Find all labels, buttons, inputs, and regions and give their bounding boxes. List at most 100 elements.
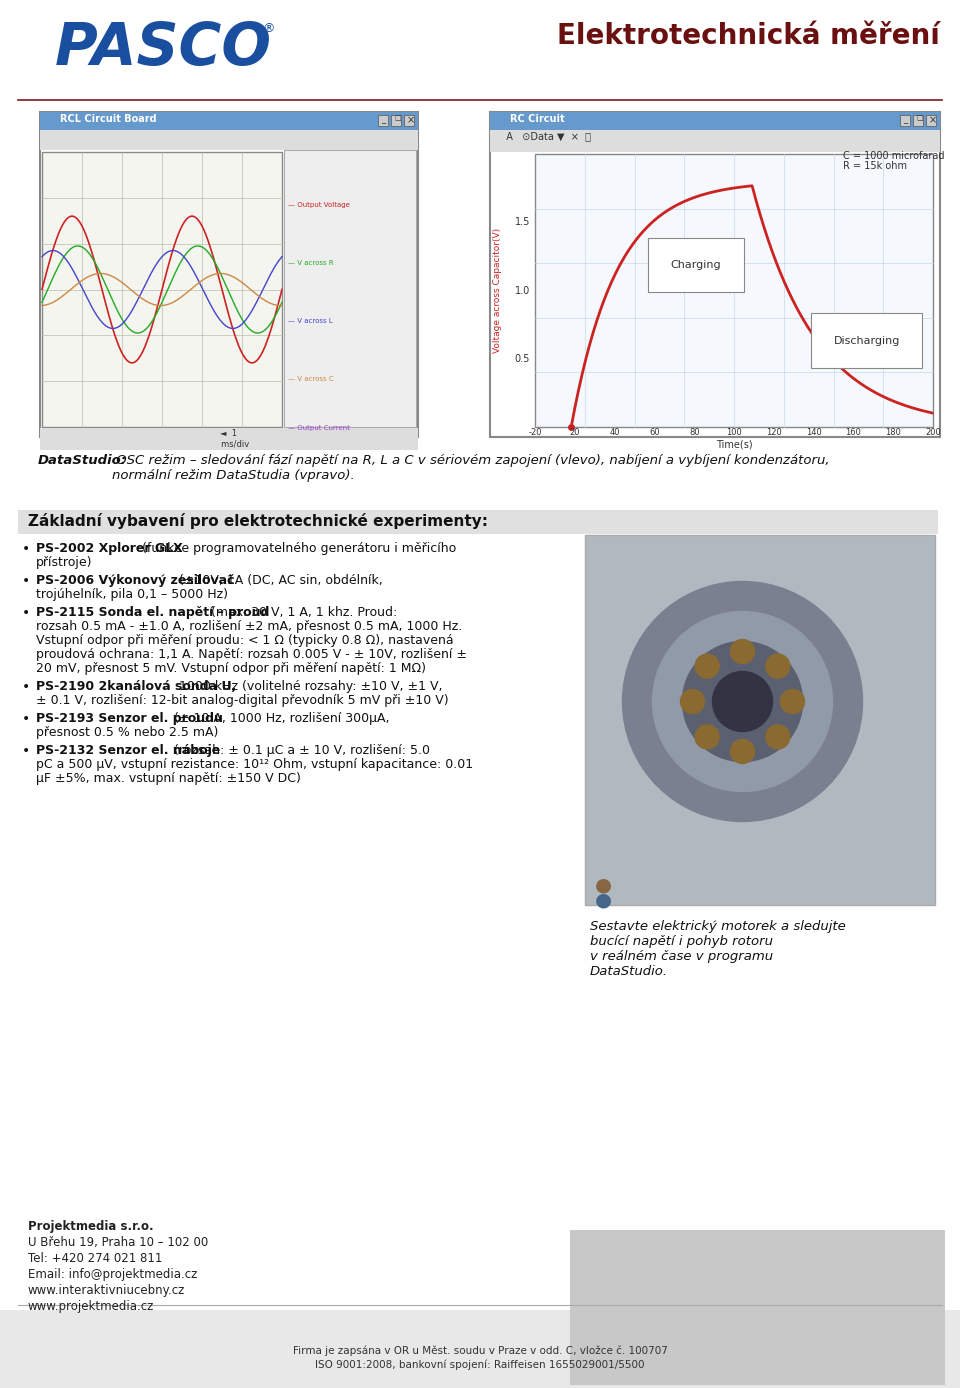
Text: 0.5: 0.5 bbox=[515, 354, 530, 364]
Text: Projektmedia s.r.o.: Projektmedia s.r.o. bbox=[28, 1220, 154, 1233]
FancyBboxPatch shape bbox=[404, 115, 414, 126]
Text: PS-2002 Xplorer GLX: PS-2002 Xplorer GLX bbox=[36, 541, 182, 555]
Text: Sestavte elektrický motorek a sledujte
bucící napětí i pohyb rotoru
v reálném ča: Sestavte elektrický motorek a sledujte b… bbox=[590, 920, 846, 979]
Text: — V across R: — V across R bbox=[288, 260, 334, 266]
FancyBboxPatch shape bbox=[926, 115, 936, 126]
Text: A   ⊙Data ▼  ×  📊: A ⊙Data ▼ × 📊 bbox=[500, 130, 591, 142]
Text: 180: 180 bbox=[885, 428, 901, 437]
Text: ×: × bbox=[929, 115, 937, 125]
FancyBboxPatch shape bbox=[490, 112, 940, 130]
Text: Email: info@projektmedia.cz: Email: info@projektmedia.cz bbox=[28, 1269, 198, 1281]
Text: 60: 60 bbox=[649, 428, 660, 437]
Text: •: • bbox=[22, 744, 31, 758]
Text: — Output Voltage: — Output Voltage bbox=[288, 203, 349, 208]
Text: ×: × bbox=[407, 115, 415, 125]
Text: μF ±5%, max. vstupní napětí: ±150 V DC): μF ±5%, max. vstupní napětí: ±150 V DC) bbox=[36, 772, 300, 786]
Text: •: • bbox=[22, 575, 31, 589]
FancyBboxPatch shape bbox=[40, 130, 418, 150]
Circle shape bbox=[622, 582, 862, 822]
FancyBboxPatch shape bbox=[42, 153, 282, 428]
Text: Voltage across Capacitor(V): Voltage across Capacitor(V) bbox=[493, 228, 502, 353]
Text: Základní vybavení pro elektrotechnické experimenty:: Základní vybavení pro elektrotechnické e… bbox=[28, 514, 488, 529]
Text: (funkce programovatelného generátoru i měřicího: (funkce programovatelného generátoru i m… bbox=[137, 541, 456, 555]
Circle shape bbox=[766, 725, 790, 750]
Circle shape bbox=[731, 740, 755, 763]
Text: 1.5: 1.5 bbox=[515, 218, 530, 228]
Text: ®: ® bbox=[262, 22, 275, 35]
Text: 100: 100 bbox=[726, 428, 742, 437]
FancyBboxPatch shape bbox=[378, 115, 388, 126]
Text: 80: 80 bbox=[689, 428, 700, 437]
Text: ●: ● bbox=[595, 890, 612, 909]
Text: www.projektmedia.cz: www.projektmedia.cz bbox=[28, 1301, 155, 1313]
Text: RC Circuit: RC Circuit bbox=[510, 114, 564, 124]
Text: 120: 120 bbox=[766, 428, 781, 437]
Text: C = 1000 microfarad: C = 1000 microfarad bbox=[843, 151, 944, 161]
FancyBboxPatch shape bbox=[913, 115, 923, 126]
Circle shape bbox=[712, 672, 773, 731]
Text: PASCO: PASCO bbox=[55, 19, 272, 76]
FancyBboxPatch shape bbox=[18, 509, 938, 534]
Text: 200: 200 bbox=[925, 428, 941, 437]
Text: _: _ bbox=[381, 115, 385, 124]
Text: — V across C: — V across C bbox=[288, 376, 334, 382]
Text: •: • bbox=[22, 607, 31, 620]
Text: □: □ bbox=[394, 115, 400, 121]
FancyBboxPatch shape bbox=[585, 534, 935, 905]
FancyBboxPatch shape bbox=[900, 115, 910, 126]
Text: (±10V, 1A (DC, AC sin, obdélník,: (±10V, 1A (DC, AC sin, obdélník, bbox=[175, 575, 383, 587]
Text: Elektrotechnická měření: Elektrotechnická měření bbox=[557, 22, 940, 50]
Text: PS-2006 Výkonový zesilovač: PS-2006 Výkonový zesilovač bbox=[36, 575, 234, 587]
Text: •: • bbox=[22, 712, 31, 726]
FancyBboxPatch shape bbox=[0, 1310, 960, 1388]
Text: rozsah 0.5 mA - ±1.0 A, rozlišení ±2 mA, přesnost 0.5 mA, 1000 Hz.: rozsah 0.5 mA - ±1.0 A, rozlišení ±2 mA,… bbox=[36, 620, 463, 633]
Circle shape bbox=[695, 725, 719, 750]
Text: •: • bbox=[22, 541, 31, 557]
FancyBboxPatch shape bbox=[490, 112, 940, 437]
Text: (± 10 A, 1000 Hz, rozlišení 300μA,: (± 10 A, 1000 Hz, rozlišení 300μA, bbox=[170, 712, 389, 725]
Circle shape bbox=[653, 612, 832, 791]
Text: Firma je zapsána v OR u Měst. soudu v Praze v odd. C, vložce č. 100707: Firma je zapsána v OR u Měst. soudu v Pr… bbox=[293, 1345, 667, 1356]
FancyBboxPatch shape bbox=[40, 112, 418, 437]
Text: PS-2190 2kanálová sonda U,: PS-2190 2kanálová sonda U, bbox=[36, 680, 236, 693]
Text: (rozsah: ± 0.1 μC a ± 10 V, rozlišení: 5.0: (rozsah: ± 0.1 μC a ± 10 V, rozlišení: 5… bbox=[170, 744, 430, 756]
Text: ± 0.1 V, rozlišení: 12-bit analog-digital převodník 5 mV při ±10 V): ± 0.1 V, rozlišení: 12-bit analog-digita… bbox=[36, 694, 448, 706]
Text: přístroje): přístroje) bbox=[36, 557, 92, 569]
Text: R = 15k ohm: R = 15k ohm bbox=[843, 161, 906, 171]
Text: PS-2193 Senzor el. proudu: PS-2193 Senzor el. proudu bbox=[36, 712, 223, 725]
FancyBboxPatch shape bbox=[284, 150, 416, 428]
Text: — V across L: — V across L bbox=[288, 318, 333, 323]
FancyBboxPatch shape bbox=[391, 115, 401, 126]
Text: přesnost 0.5 % nebo 2.5 mA): přesnost 0.5 % nebo 2.5 mA) bbox=[36, 726, 218, 738]
Text: Tel: +420 274 021 811: Tel: +420 274 021 811 bbox=[28, 1252, 162, 1264]
FancyBboxPatch shape bbox=[490, 130, 940, 153]
Text: 160: 160 bbox=[846, 428, 861, 437]
Text: Vstupní odpor při měření proudu: < 1 Ω (typicky 0.8 Ω), nastavená: Vstupní odpor při měření proudu: < 1 Ω (… bbox=[36, 634, 454, 647]
Text: Discharging: Discharging bbox=[833, 336, 900, 346]
Text: PS-2115 Sonda el. napětí – proud: PS-2115 Sonda el. napětí – proud bbox=[36, 607, 270, 619]
Text: _: _ bbox=[903, 115, 907, 124]
Text: proudová ochrana: 1,1 A. Napětí: rozsah 0.005 V - ± 10V, rozlišení ±: proudová ochrana: 1,1 A. Napětí: rozsah … bbox=[36, 648, 467, 661]
Text: Charging: Charging bbox=[671, 260, 721, 269]
FancyBboxPatch shape bbox=[40, 112, 418, 130]
Circle shape bbox=[731, 640, 755, 663]
FancyBboxPatch shape bbox=[40, 428, 418, 450]
FancyBboxPatch shape bbox=[570, 1230, 945, 1385]
Text: 20: 20 bbox=[569, 428, 580, 437]
Text: ●: ● bbox=[595, 874, 612, 894]
Text: trojúhelník, pila 0,1 – 5000 Hz): trojúhelník, pila 0,1 – 5000 Hz) bbox=[36, 589, 228, 601]
Text: (max. 30 V, 1 A, 1 khz. Proud:: (max. 30 V, 1 A, 1 khz. Proud: bbox=[207, 607, 397, 619]
Text: -20: -20 bbox=[528, 428, 541, 437]
Text: RCL Circuit Board: RCL Circuit Board bbox=[60, 114, 156, 124]
Text: •: • bbox=[22, 680, 31, 694]
FancyBboxPatch shape bbox=[535, 154, 933, 428]
Text: 140: 140 bbox=[805, 428, 822, 437]
Text: 20 mV, přesnost 5 mV. Vstupní odpor při měření napětí: 1 MΩ): 20 mV, přesnost 5 mV. Vstupní odpor při … bbox=[36, 662, 426, 675]
Text: PS-2132 Senzor el. náboje: PS-2132 Senzor el. náboje bbox=[36, 744, 220, 756]
Text: ◄  1
     ms/div: ◄ 1 ms/div bbox=[208, 429, 250, 448]
Text: DataStudio:: DataStudio: bbox=[38, 454, 127, 466]
Circle shape bbox=[780, 690, 804, 713]
Text: 1.0: 1.0 bbox=[515, 286, 530, 296]
Text: ISO 9001:2008, bankovní spojení: Raiffeisen 1655029001/5500: ISO 9001:2008, bankovní spojení: Raiffei… bbox=[315, 1360, 645, 1370]
Text: OSC režim – sledování fází napětí na R, L a C v sériovém zapojení (vlevo), nabíj: OSC režim – sledování fází napětí na R, … bbox=[112, 454, 829, 482]
